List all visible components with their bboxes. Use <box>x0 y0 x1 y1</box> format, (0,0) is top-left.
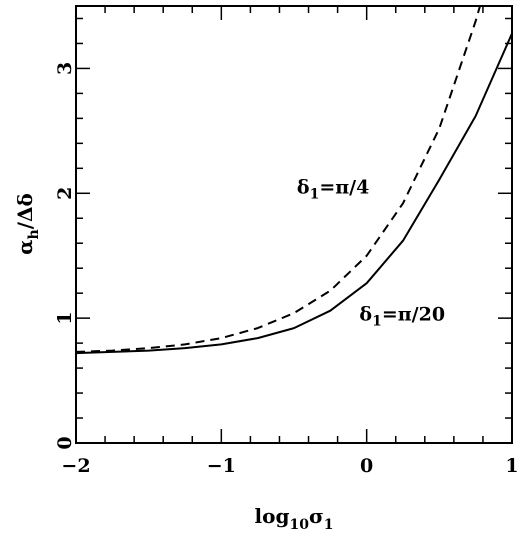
series-line-dashed <box>75 5 481 353</box>
tick-labels: −2 −1 0 1 0 1 2 3 <box>54 62 519 477</box>
x-tick-label: −2 <box>61 455 90 477</box>
y-tick-label: 3 <box>54 62 76 75</box>
x-axis-title: log10σ1 <box>255 504 334 533</box>
y-tick-label: 1 <box>54 312 76 325</box>
annotation-pi-over-4: δ1=π/4 <box>297 176 369 202</box>
x-tick-label: 1 <box>505 455 518 477</box>
y-axis-title: αh/Δδ <box>13 193 42 255</box>
y-tick-label: 0 <box>54 436 76 449</box>
series-group <box>75 5 513 355</box>
plot-frame <box>75 5 513 444</box>
x-tick-label: 0 <box>360 455 373 477</box>
annotation-pi-over-20: δ1=π/20 <box>359 304 445 330</box>
x-tick-label: −1 <box>207 455 236 477</box>
series-line-solid <box>75 33 513 355</box>
ticks <box>75 6 513 444</box>
y-tick-label: 2 <box>54 187 76 200</box>
